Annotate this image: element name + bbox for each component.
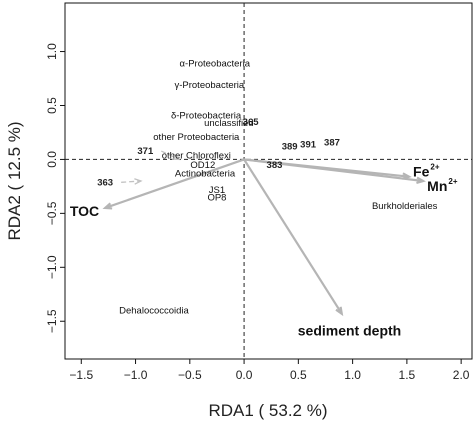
y-tick-label: −0.5 — [45, 201, 59, 225]
taxon-label: α-Proteobacteria — [180, 59, 251, 70]
site-label-363: 363 — [97, 177, 113, 188]
taxon-label: unclassified — [204, 118, 254, 129]
x-tick-label: −1.0 — [124, 368, 148, 382]
y-tick-label: 1.0 — [45, 43, 59, 60]
env-arrow-toc — [104, 158, 245, 210]
x-tick-label: 1.0 — [344, 368, 361, 382]
site-scores: 371 363 365 389 391 387 383 — [97, 117, 340, 188]
env-label-sediment-depth: sediment depth — [298, 323, 401, 339]
env-arrow-sediment-depth-head — [335, 306, 344, 317]
x-tick-label: 1.5 — [399, 368, 416, 382]
y-tick-label: −1.5 — [45, 309, 59, 333]
taxon-label: Dehalococcoidia — [119, 306, 189, 317]
taxon-label: JS1 — [209, 185, 225, 196]
x-tick-label: 0.0 — [236, 368, 253, 382]
env-label-mn: Mn — [427, 178, 447, 194]
taxon-label: OP8 — [207, 192, 226, 203]
site-arrow-363-head — [134, 178, 143, 185]
env-label-fe: Fe — [413, 164, 430, 180]
taxon-label: Burkholderiales — [372, 201, 438, 212]
taxa-scores: α-Proteobacteria γ-Proteobacteria δ-Proteo… — [119, 59, 438, 317]
y-axis: 1.0 0.5 0.0 −0.5 −1.0 −1.5 — [45, 43, 65, 333]
site-arrow-371 — [161, 150, 180, 161]
env-arrow-mn — [243, 158, 424, 183]
y-axis-title: RDA2 ( 12.5 %) — [5, 121, 24, 240]
plot-frame — [64, 2, 473, 360]
x-tick-label: 0.5 — [290, 368, 307, 382]
taxon-label: Actinobacteria — [175, 169, 236, 180]
reference-lines — [65, 3, 472, 359]
taxon-label: OD12 — [190, 160, 215, 171]
site-label-391: 391 — [300, 140, 317, 151]
site-label-371: 371 — [137, 146, 154, 157]
taxon-label: γ-Proteobacteria — [174, 80, 244, 91]
taxon-label: other Chloroflexi — [162, 150, 231, 161]
x-tick-label: −0.5 — [178, 368, 202, 382]
env-superscript-fe: 2+ — [430, 163, 439, 172]
env-arrow-mn-head — [416, 176, 426, 184]
site-label-365: 365 — [243, 117, 260, 128]
env-arrow-sediment-depth — [243, 158, 343, 315]
y-tick-label: 0.0 — [45, 151, 59, 168]
site-arrow-371-head — [171, 153, 181, 161]
taxon-label: other Proteobacteria — [153, 132, 240, 143]
x-tick-label: −1.5 — [69, 368, 93, 382]
taxon-label: δ-Proteobacteria — [171, 110, 242, 121]
x-axis: −1.5 −1.0 −0.5 0.0 0.5 1.0 1.5 2.0 — [69, 359, 470, 382]
site-label-389: 389 — [282, 142, 298, 153]
env-label-toc: TOC — [70, 203, 99, 219]
x-axis-title: RDA1 ( 53.2 %) — [208, 401, 327, 420]
x-tick-label: 2.0 — [453, 368, 470, 382]
y-tick-label: 0.5 — [45, 97, 59, 114]
site-label-383: 383 — [267, 160, 283, 171]
site-label-387: 387 — [324, 137, 340, 148]
env-superscript-mn: 2+ — [448, 177, 457, 186]
site-arrow-363 — [121, 180, 142, 183]
env-arrow-toc-head — [102, 202, 113, 210]
y-tick-label: −1.0 — [45, 255, 59, 279]
